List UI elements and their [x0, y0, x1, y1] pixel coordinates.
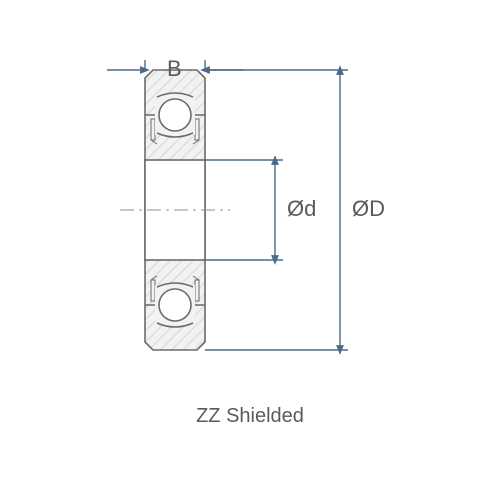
- dimension-label-inner-diameter: Ød: [287, 196, 316, 222]
- diagram-caption: ZZ Shielded: [0, 405, 500, 428]
- dimension-label-outer-diameter: ØD: [352, 196, 385, 222]
- drawing-canvas: B Ød ØD ZZ Shielded: [0, 0, 500, 500]
- dimension-label-width: B: [167, 56, 182, 82]
